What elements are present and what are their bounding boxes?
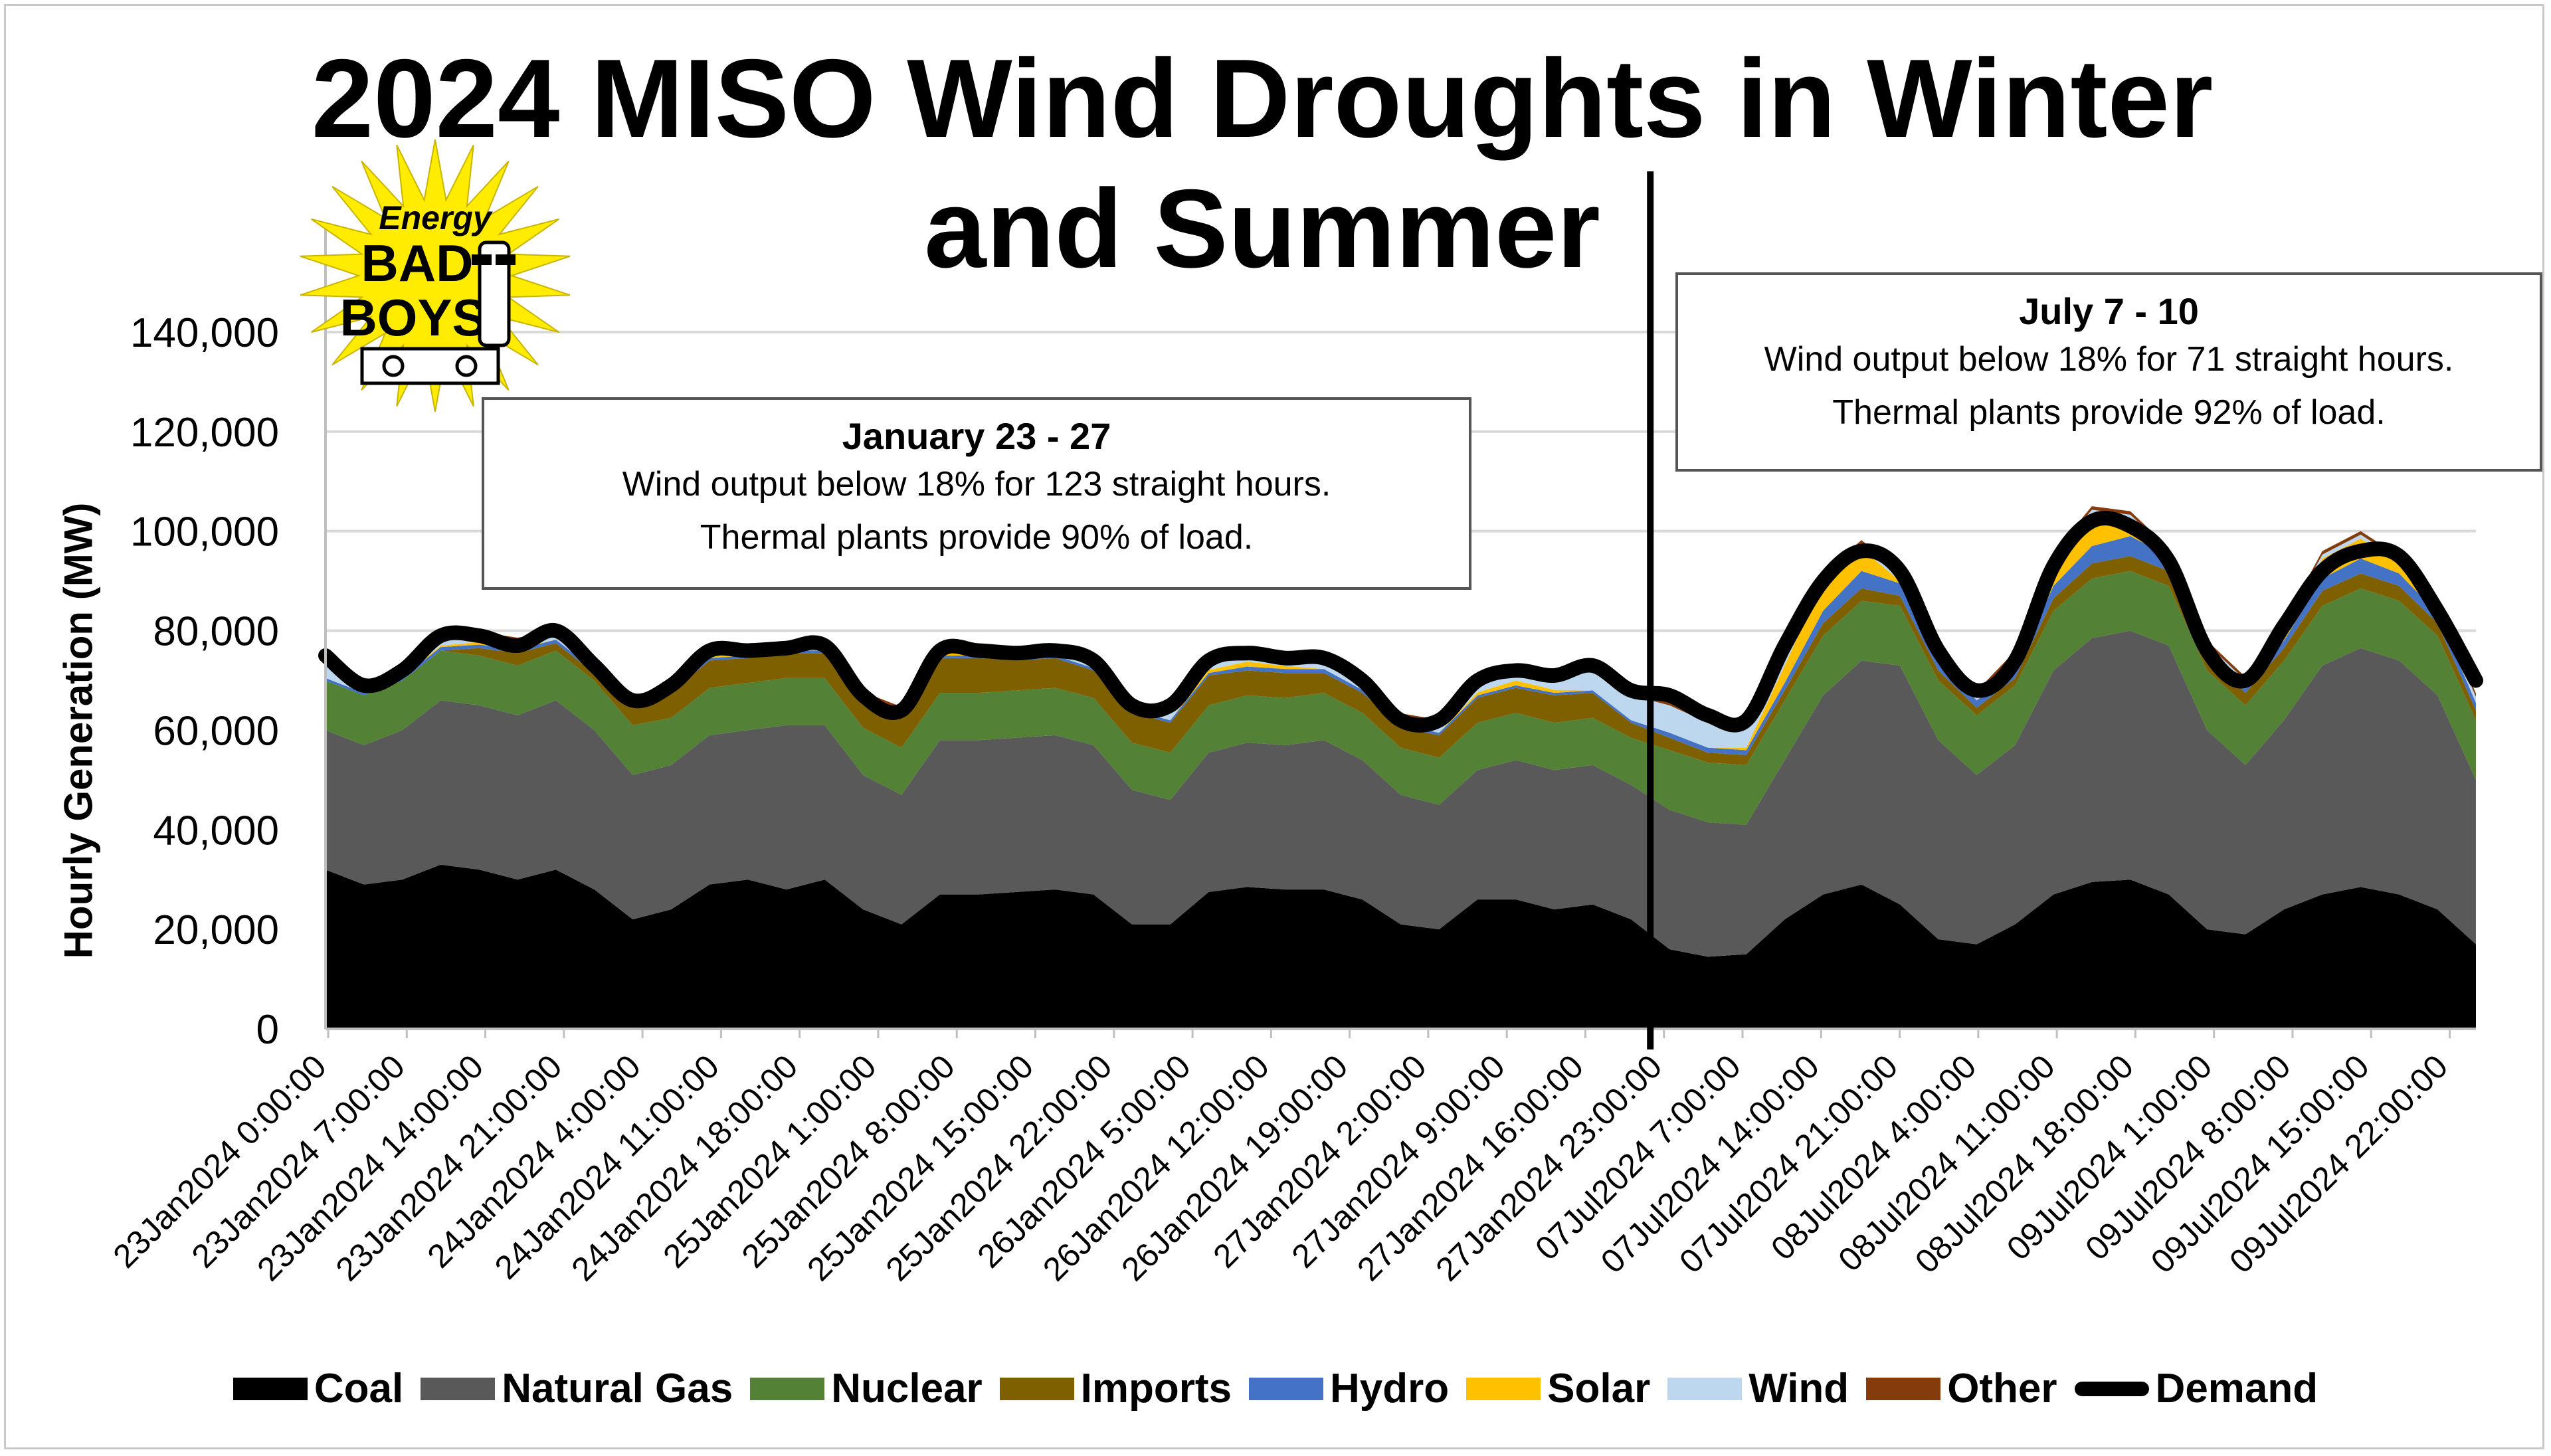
legend: Coal Natural Gas Nuclear Imports Hydro Solar W…	[0, 1365, 2551, 1412]
y-tick-label: 0	[256, 1007, 279, 1053]
y-tick-label: 120,000	[130, 410, 279, 456]
logo-text-line3: BOYS	[339, 288, 486, 347]
legend-label: Wind	[1748, 1366, 1849, 1411]
logo-base-dial-right	[455, 355, 478, 377]
sunglasses-icon	[472, 254, 492, 265]
demand-line-group	[318, 510, 2483, 733]
legend-swatch	[2074, 1381, 2149, 1396]
area-natural-gas	[326, 630, 2476, 957]
logo-text-line1: Energy	[379, 199, 493, 236]
legend-swatch	[1466, 1377, 1541, 1400]
winter-annotation-heading: January 23 - 27	[842, 415, 1111, 457]
chart-title: 2024 MISO Wind Droughts in Winter and Su…	[311, 36, 2214, 291]
y-tick-labels: 0 20,000 40,000 60,000 80,000 100,000 120,000 1…	[130, 310, 279, 1053]
legend-label: Hydro	[1330, 1366, 1450, 1411]
logo-base-dial-left	[382, 355, 405, 377]
legend-label: Demand	[2155, 1366, 2318, 1411]
logo-text-line2: BAD	[361, 234, 474, 292]
legend-item-nuclear: Nuclear	[750, 1365, 983, 1412]
legend-item-demand: Demand	[2074, 1365, 2318, 1412]
summer-annotation-line1: Wind output below 18% for 71 straight ho…	[1764, 340, 2454, 379]
legend-item-other: Other	[1866, 1365, 2057, 1412]
y-tick-label: 140,000	[130, 310, 279, 356]
y-tick-label: 60,000	[153, 708, 279, 754]
area-nuclear	[326, 571, 2476, 825]
legend-label: Solar	[1547, 1366, 1651, 1411]
winter-annotation-line2: Thermal plants provide 90% of load.	[700, 518, 1254, 557]
area-imports	[326, 556, 2476, 765]
plug-character-icon	[478, 240, 511, 347]
y-tick-label: 100,000	[130, 509, 279, 555]
legend-label: Other	[1947, 1366, 2057, 1411]
energy-bad-boys-logo: Energy BAD BOYS	[300, 139, 571, 412]
legend-swatch	[1249, 1377, 1324, 1400]
y-tick-label: 20,000	[153, 907, 279, 953]
y-tick-label: 80,000	[153, 609, 279, 655]
starburst-icon	[300, 139, 571, 412]
legend-swatch	[999, 1377, 1074, 1400]
axes	[324, 226, 2476, 1030]
demand-line	[318, 510, 2483, 733]
summer-annotation-heading: July 7 - 10	[2019, 290, 2199, 332]
legend-item-solar: Solar	[1466, 1365, 1650, 1412]
legend-item-wind: Wind	[1667, 1365, 1849, 1412]
legend-swatch	[1866, 1377, 1941, 1400]
legend-item-coal: Coal	[233, 1365, 403, 1412]
y-tick-label: 40,000	[153, 808, 279, 854]
legend-label: Imports	[1080, 1366, 1232, 1411]
legend-label: Nuclear	[831, 1366, 983, 1411]
legend-swatch	[233, 1377, 308, 1400]
legend-swatch	[750, 1377, 825, 1400]
summer-annotation-box: July 7 - 10 Wind output below 18% for 71…	[1675, 272, 2542, 472]
winter-annotation-box: January 23 - 27 Wind output below 18% fo…	[482, 397, 1471, 590]
legend-item-imports: Imports	[999, 1365, 1232, 1412]
y-axis-label-wrap: Hourly Generation (MW)	[52, 503, 105, 959]
legend-label: Natural Gas	[502, 1366, 733, 1411]
legend-swatch	[421, 1377, 496, 1400]
legend-swatch	[1667, 1377, 1743, 1400]
summer-annotation-line2: Thermal plants provide 92% of load.	[1832, 393, 2386, 432]
winter-annotation-line1: Wind output below 18% for 123 straight h…	[622, 465, 1331, 503]
y-axis-label: Hourly Generation (MW)	[56, 502, 101, 959]
chart-frame	[4, 4, 2544, 1449]
legend-item-hydro: Hydro	[1249, 1365, 1449, 1412]
legend-item-natural-gas: Natural Gas	[421, 1365, 733, 1412]
area-coal	[326, 864, 2476, 1029]
legend-label: Coal	[314, 1366, 404, 1411]
